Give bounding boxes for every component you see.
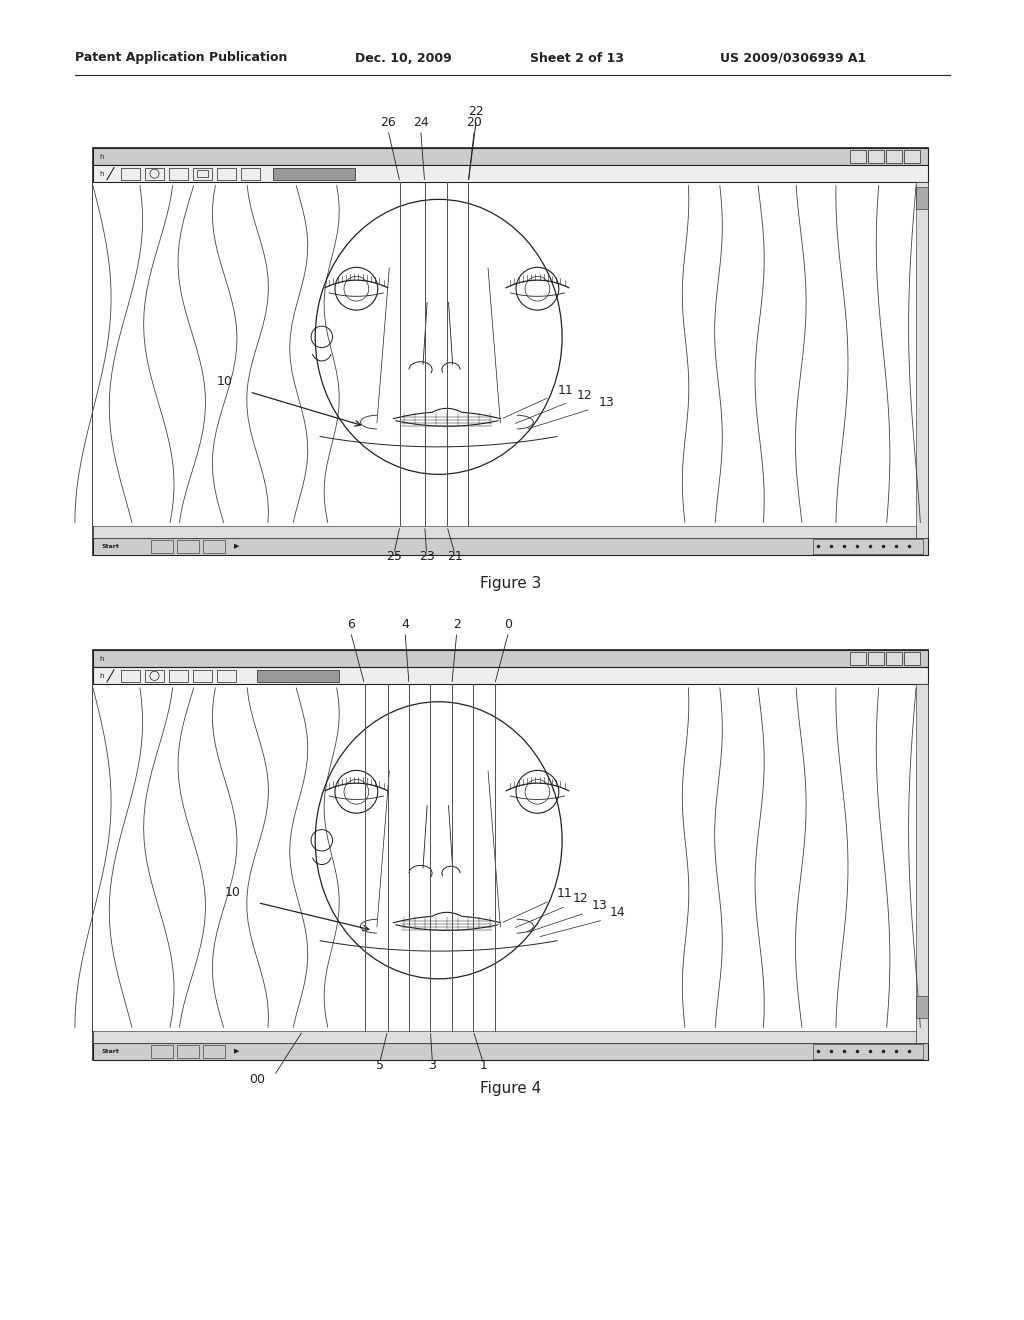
Text: ▶: ▶ [234,544,240,549]
Text: Figure 4: Figure 4 [480,1081,541,1096]
Text: Sheet 2 of 13: Sheet 2 of 13 [530,51,624,65]
Text: 4: 4 [401,618,409,631]
Text: h: h [99,170,103,177]
Text: 24: 24 [413,116,429,129]
Bar [151,540,173,553]
Text: 14: 14 [610,906,626,919]
Text: h: h [99,656,103,661]
Text: 2: 2 [453,618,461,631]
Text: 22: 22 [468,106,484,117]
Bar [197,170,208,177]
Bar [904,150,920,162]
Bar [273,168,355,180]
Text: 3: 3 [428,1059,436,1072]
Text: 20: 20 [466,116,482,129]
Text: 11: 11 [558,384,573,396]
Bar [93,1043,928,1060]
Bar [868,652,884,665]
Bar [93,165,928,182]
Bar [916,995,928,1018]
Text: 13: 13 [599,396,614,409]
Text: 0: 0 [505,618,513,631]
Bar [886,150,902,162]
Text: 00: 00 [250,1073,265,1086]
Bar [193,669,212,682]
Text: Dec. 10, 2009: Dec. 10, 2009 [355,51,452,65]
Bar [916,182,928,539]
Bar [93,667,928,685]
Text: h: h [99,673,103,678]
Bar [121,168,140,180]
Text: 26: 26 [380,116,396,129]
Text: 10: 10 [225,886,241,899]
Text: 21: 21 [447,550,463,562]
Text: 5: 5 [376,1059,384,1072]
Text: ▶: ▶ [234,1048,240,1055]
Text: 1: 1 [479,1059,487,1072]
Bar [886,652,902,665]
Bar [93,649,928,1060]
Text: 11: 11 [556,887,572,900]
Text: Start: Start [101,544,119,549]
Bar [121,669,140,682]
Bar [93,182,916,525]
Bar [145,669,164,682]
Bar [868,150,884,162]
Bar [151,1044,173,1059]
Text: 6: 6 [347,618,354,631]
Bar [217,168,236,180]
Bar [93,148,928,554]
Bar [813,1044,923,1059]
Text: 13: 13 [592,899,607,912]
Bar [203,1044,225,1059]
Bar [203,540,225,553]
Text: 23: 23 [419,550,434,562]
Bar [850,150,866,162]
Bar [904,652,920,665]
Bar [93,525,916,539]
Bar [93,148,928,165]
Bar [169,168,188,180]
Text: 12: 12 [577,388,593,401]
Bar [93,649,928,667]
Bar [169,669,188,682]
Text: 25: 25 [386,550,401,562]
Bar [916,187,928,209]
Bar [241,168,260,180]
Bar [850,652,866,665]
Bar [93,685,916,1031]
Bar [916,685,928,1043]
Bar [93,1031,916,1043]
Bar [177,540,199,553]
Text: Figure 3: Figure 3 [480,576,542,591]
Bar [93,539,928,554]
Text: 10: 10 [217,375,232,388]
Bar [813,539,923,554]
Bar [257,669,339,682]
Bar [177,1044,199,1059]
Bar [193,168,212,180]
Text: Patent Application Publication: Patent Application Publication [75,51,288,65]
Text: h: h [99,153,103,160]
Bar [145,168,164,180]
Bar [217,669,236,682]
Text: 12: 12 [572,892,589,906]
Text: Start: Start [101,1049,119,1053]
Text: US 2009/0306939 A1: US 2009/0306939 A1 [720,51,866,65]
